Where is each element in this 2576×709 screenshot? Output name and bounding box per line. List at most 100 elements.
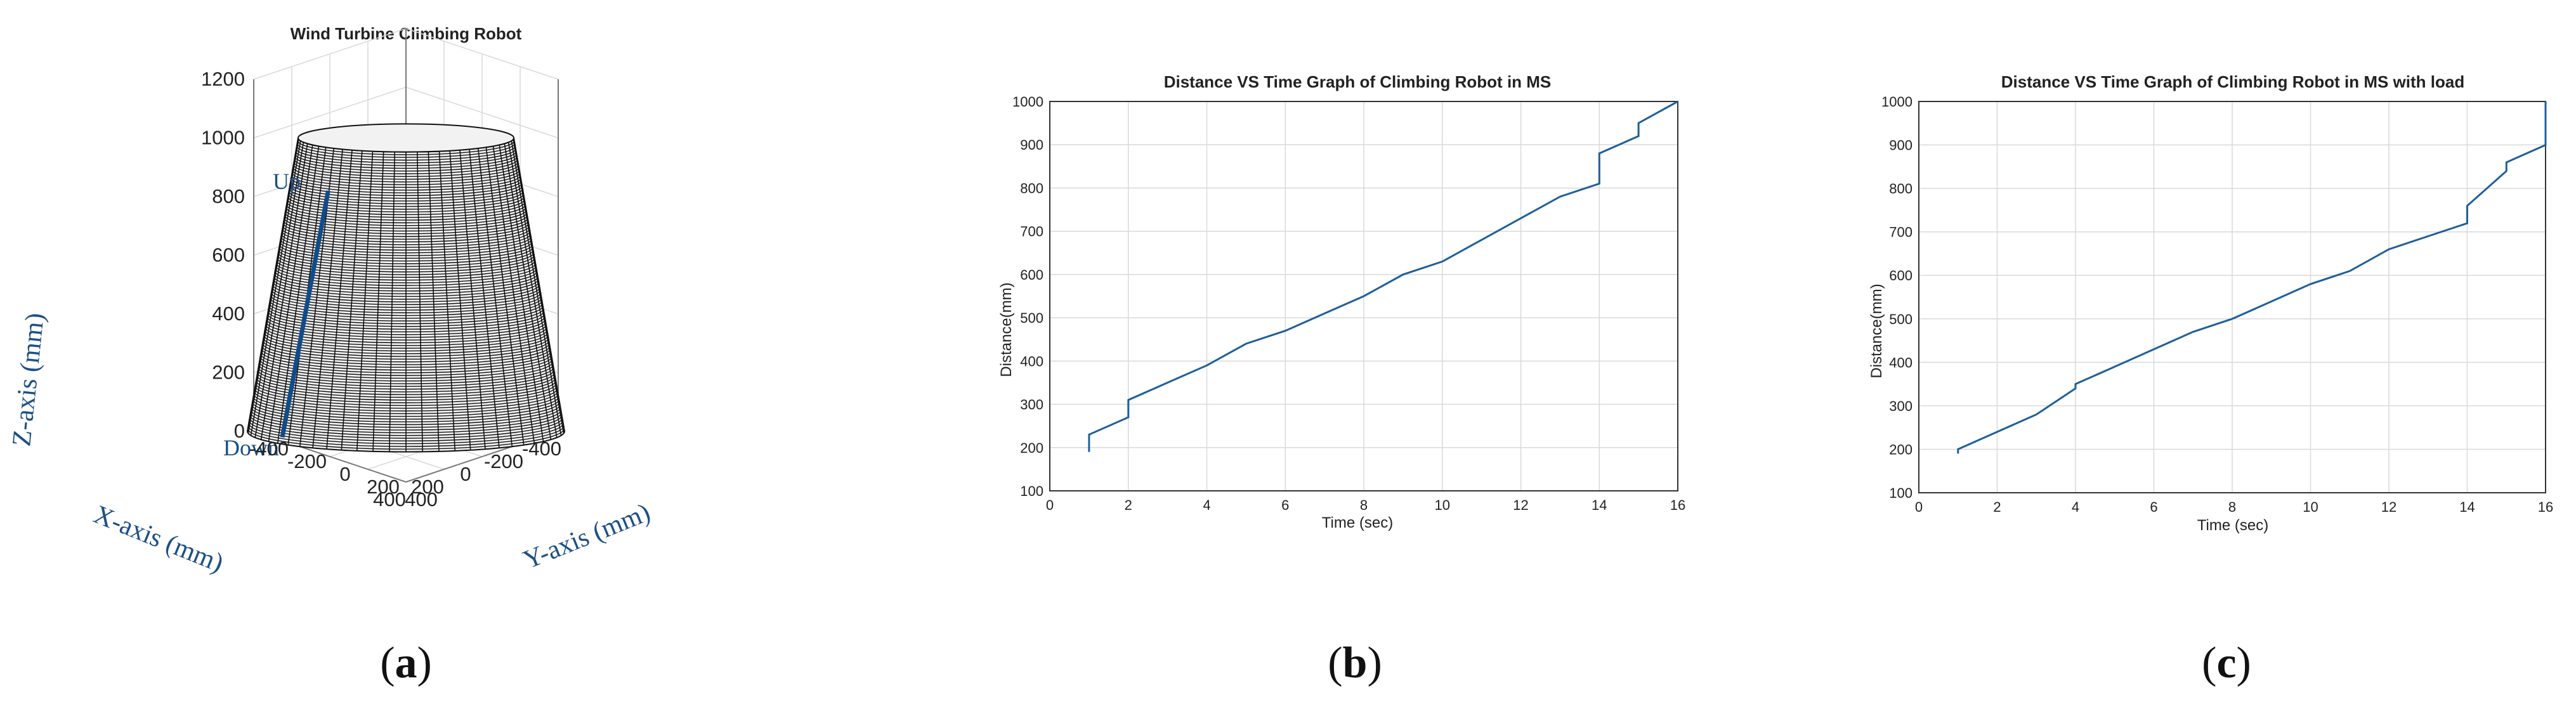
y-tick-label: 1000 [1881,94,1912,110]
y-tick-label: 500 [1889,311,1912,327]
chart-b-x-axis-label: Time (sec) [1322,514,1393,531]
x-tick-label: 0 [460,463,471,485]
panel-label-a: (a) [380,639,432,687]
y-tick-label: 200 [1889,441,1912,457]
y-tick-label: 400 [1889,354,1912,370]
climb-path-line [280,190,330,438]
z-axis-label: Z-axis (mm) [7,311,50,448]
cylinder-generator [356,151,374,451]
z-tick-label: 400 [212,302,245,325]
y-tick-label: 1000 [1012,94,1043,110]
z-tick-label: 800 [212,185,245,207]
wall-gridline [253,86,407,139]
x-tick-label: 10 [1435,497,1450,513]
chart-c-y-axis-label: Distance(mm) [1868,283,1885,378]
z-tick-label: 600 [212,244,245,266]
z-tick-label: 200 [212,361,245,384]
y-tick-label: 900 [1020,137,1043,153]
cylinder-surface [246,123,566,453]
cylinder-generator [341,150,363,450]
cylinder-generator [513,139,565,434]
y-tick-label: 200 [367,476,400,498]
x-tick-label: 10 [2303,499,2318,515]
cylinder-generator [504,143,552,440]
x-tick-label: 6 [2150,499,2157,515]
y-tick-label: 800 [1889,181,1912,197]
axes-3d-ticks: 020040060080010001200-400-20002004004002… [201,68,561,511]
plot-frame [1918,101,2546,493]
chart-b-title: Distance VS Time Graph of Climbing Robot… [1164,72,1552,91]
chart-b-y-axis-label: Distance(mm) [998,282,1015,377]
panel-label-b: (b) [1328,639,1382,687]
cylinder-generator [499,145,544,442]
cylinder-generator [485,147,525,445]
cylinder-generator [260,143,308,440]
x-tick-label: 16 [2538,499,2553,515]
y-tick-label: 400 [1020,353,1043,369]
up-annotation: Up [273,169,301,194]
cylinder-generator [247,138,299,432]
cylinder-generator [389,152,396,452]
y-tick-label: 100 [1020,483,1043,499]
cylinder-top [297,123,514,153]
y-tick-label: 600 [1020,267,1043,283]
y-tick-label: 500 [1020,310,1043,326]
plot-frame [1049,101,1678,491]
line-chart-c: Distance VS Time Graph of Climbing Robot… [1868,72,2553,534]
cylinder-generator [513,138,565,432]
cylinder-generator [268,145,313,442]
x-tick-label: 400 [373,488,406,511]
chart-b-plot-area: 0 2 4 6 8 10 12 14 16 100 200 300 400 500 600 700 800 900… [1012,94,1685,513]
x-tick-label: 6 [1281,497,1289,513]
x-tick-label: 14 [2459,499,2475,515]
y-tick-label: 600 [1889,268,1912,283]
cylinder-generator [438,151,456,451]
cylinder-generator [469,149,500,448]
cylinder-generator [416,152,423,452]
cylinder-generator [254,142,304,438]
cylinder-generator [250,140,301,436]
x-tick-label: 0 [1046,497,1054,513]
y-tick-label: 100 [1889,485,1912,501]
down-annotation: Down [223,435,279,460]
chart-3d-panel: Wind Turbine Climbing Robot Up Down 0200… [7,24,654,578]
z-tick-label: 1000 [201,127,245,149]
y-tick-label: 700 [1889,224,1912,240]
cylinder-generator [449,150,471,450]
chart-c-plot-area: 0 2 4 6 8 10 12 14 16 100 200 300 400 500 600 700 800 900… [1881,94,2553,515]
series-line [1088,100,1678,452]
chart-c-x-axis-label: Time (sec) [2197,517,2268,534]
y-tick-label: 700 [1020,224,1043,240]
x-tick-label: 4 [1203,497,1210,513]
x-tick-label: 16 [1670,497,1685,513]
cylinder-generator [277,146,320,444]
x-tick-label: 12 [1513,497,1528,513]
cylinder-generator [428,152,440,452]
x-tick-label: 12 [2381,499,2396,515]
z-tick-label: 1200 [201,68,245,90]
y-tick-label: 300 [1020,397,1043,413]
y-axis-label: Y-axis (mm) [520,498,655,575]
y-tick-label: 400 [405,488,438,511]
cylinder-generator [492,146,535,444]
z-tick-label: 0 [234,420,245,442]
x-tick-label: 0 [1915,499,1923,515]
x-axis-label: X-axis (mm) [89,500,227,578]
x-tick-label: -200 [484,450,523,472]
cylinder-generator [477,148,513,447]
cylinder-generator [312,149,343,448]
x-tick-label: 8 [2228,499,2236,515]
series-line [1957,101,2547,454]
cylinder-generator [326,150,353,450]
y-tick-label: -400 [249,438,289,460]
y-tick-label: -200 [287,450,327,472]
x-tick-label: -400 [522,438,561,460]
cylinder-generator [247,139,299,434]
chart-c-title: Distance VS Time Graph of Climbing Robot… [2001,72,2464,91]
wall-gridline [253,28,407,80]
y-tick-label: 200 [1020,440,1043,456]
x-tick-label: 8 [1360,497,1368,513]
x-tick-label: 2 [1993,499,2001,515]
y-tick-label: 800 [1020,180,1043,196]
